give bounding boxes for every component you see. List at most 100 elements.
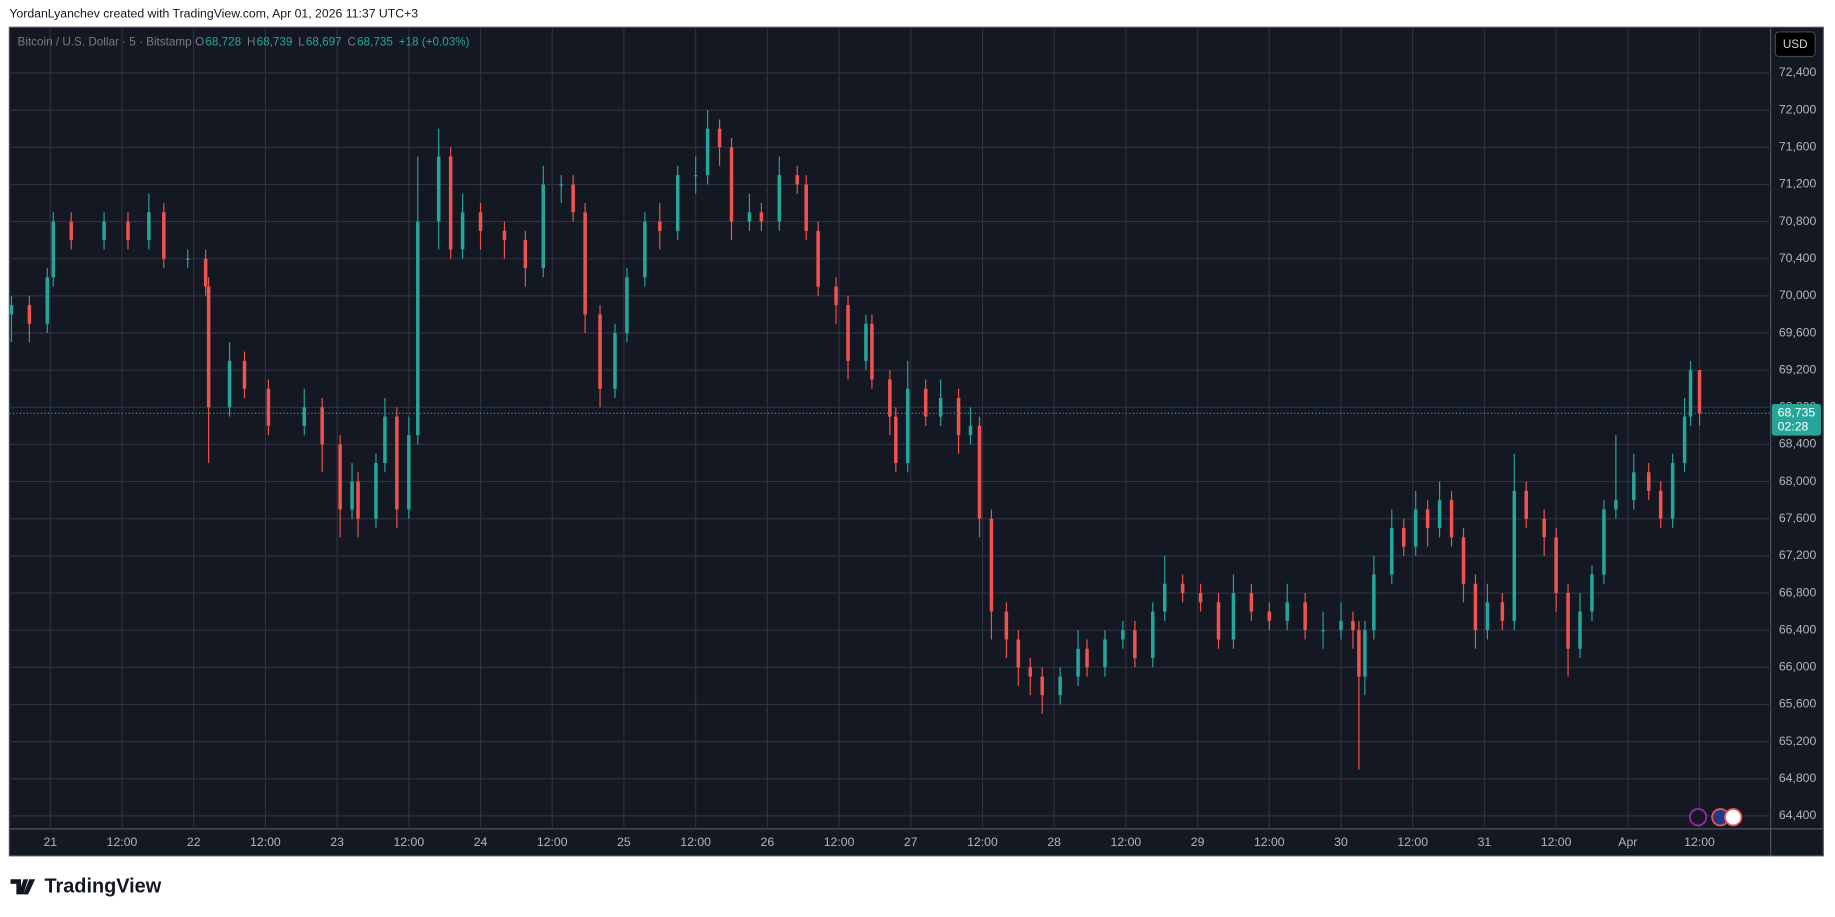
candle-body	[1578, 611, 1582, 649]
x-tick-label: 27	[904, 835, 918, 849]
candle-body	[356, 481, 360, 519]
countdown-label: 02:28	[1778, 420, 1809, 434]
candle-body	[416, 221, 420, 436]
x-tick-label: 12:00	[1541, 835, 1572, 849]
candle-body	[1351, 620, 1355, 631]
candle-body	[894, 416, 898, 464]
candle-body	[1180, 583, 1185, 594]
candle-body	[870, 323, 874, 380]
x-tick-label: 12:00	[107, 835, 138, 849]
x-tick-label: 23	[330, 835, 344, 849]
candle-body	[203, 258, 208, 287]
candle-body	[1554, 537, 1558, 594]
candle-body	[266, 388, 271, 426]
candle-body	[350, 481, 354, 510]
y-tick-label: 70,800	[1779, 214, 1817, 228]
candle-body	[923, 388, 928, 417]
candle-body	[888, 379, 892, 417]
event-icon[interactable]	[1724, 808, 1743, 827]
candle-body	[968, 425, 973, 436]
candle-body	[9, 305, 14, 315]
candle-body	[523, 240, 528, 269]
candle-body	[45, 277, 50, 324]
candle-body	[1249, 593, 1254, 612]
candle-body	[302, 407, 307, 426]
x-tick-label: 12:00	[967, 835, 998, 849]
candle-body	[729, 147, 734, 222]
candle-body	[448, 156, 453, 250]
logo-text: TradingView	[44, 876, 161, 898]
candle-body	[102, 221, 106, 241]
y-tick-label: 68,400	[1779, 437, 1817, 451]
x-tick-label: 22	[187, 835, 201, 849]
y-tick-label: 70,000	[1779, 288, 1817, 302]
candle-body	[1437, 500, 1442, 529]
candle-body	[1566, 593, 1570, 649]
candle-body	[1016, 639, 1021, 668]
candle-body	[1028, 667, 1033, 677]
candle-body	[613, 333, 617, 389]
candle-body	[460, 212, 465, 250]
candle-body	[1004, 611, 1009, 640]
y-tick-label: 66,800	[1779, 585, 1817, 599]
logo-mark	[10, 879, 36, 895]
x-tick-label: 12:00	[250, 835, 281, 849]
x-tick-label: 12:00	[1254, 835, 1285, 849]
candle-body	[1103, 639, 1107, 668]
x-tick-label: 21	[43, 835, 57, 849]
candle-body	[1058, 676, 1062, 696]
candle-body	[989, 518, 994, 612]
candle-body	[717, 128, 722, 148]
y-tick-label: 66,400	[1779, 622, 1817, 636]
candle-body	[1670, 463, 1675, 519]
last-price-box	[1771, 403, 1821, 436]
candle-body	[1390, 528, 1394, 575]
ohlc-value: 68,728	[205, 36, 241, 49]
candle-body	[1682, 416, 1687, 464]
candle-body	[864, 323, 868, 361]
candle-body	[804, 184, 808, 231]
ohlc-key: C	[348, 36, 356, 49]
tradingview-logo: TradingView	[10, 876, 162, 898]
event-icon[interactable]	[1689, 808, 1708, 827]
x-tick-label: 12:00	[537, 835, 568, 849]
candle-body	[1040, 676, 1044, 696]
candle-body	[977, 425, 982, 519]
candle-body	[693, 175, 698, 177]
candle-body	[938, 398, 943, 417]
y-tick-label: 67,200	[1779, 548, 1817, 562]
y-tick-label: 66,000	[1779, 660, 1817, 674]
candle-body	[1363, 630, 1367, 677]
candle-body	[51, 221, 56, 278]
candle-body	[1646, 472, 1651, 491]
x-tick-label: 12:00	[1684, 835, 1715, 849]
candle-body	[1602, 509, 1606, 575]
candle-body	[747, 212, 752, 222]
candle-body	[541, 184, 546, 269]
candle-body	[383, 416, 387, 464]
ohlc-value: 68,735	[357, 36, 393, 49]
candle-body	[147, 212, 151, 241]
x-tick-label: 12:00	[824, 835, 855, 849]
currency-label[interactable]: USD	[1783, 38, 1808, 51]
x-tick-label: Apr	[1618, 835, 1637, 849]
candle-body	[242, 360, 247, 389]
x-tick-label: 25	[617, 835, 631, 849]
ohlc-key: L	[298, 36, 305, 49]
candle-body	[1512, 490, 1517, 621]
candle-body	[816, 230, 820, 287]
candle-body	[1133, 630, 1137, 659]
event-icons[interactable]	[1689, 808, 1743, 827]
candle-body	[478, 212, 483, 231]
currency-button-box[interactable]	[1774, 31, 1816, 58]
x-tick-label: 24	[474, 835, 488, 849]
candle-body	[1590, 574, 1594, 612]
candle-body	[598, 314, 602, 389]
y-tick-label: 68,000	[1779, 474, 1817, 488]
candle-body	[1162, 583, 1167, 612]
candle-body	[1614, 500, 1618, 510]
currency-button[interactable]: USD	[1774, 31, 1816, 58]
ohlc-key: H	[247, 36, 255, 49]
